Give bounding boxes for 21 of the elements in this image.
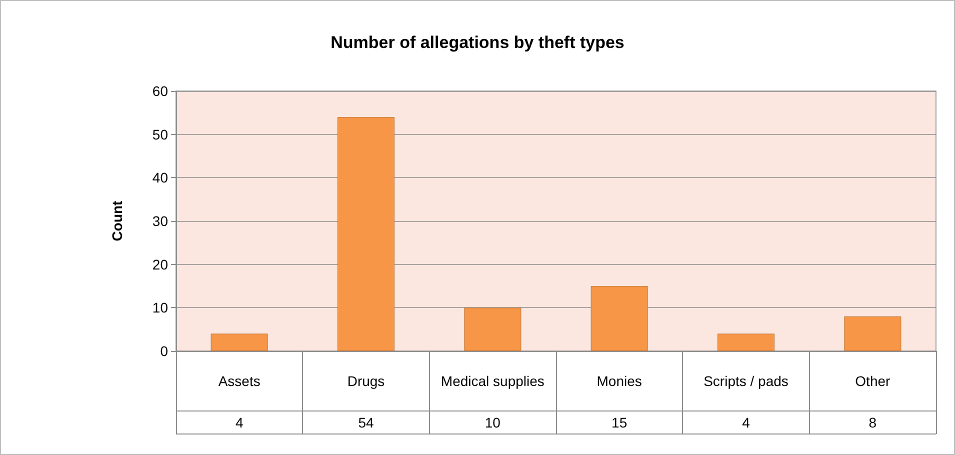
x-tick-label: Assets	[218, 373, 260, 389]
data-label: 4	[742, 414, 750, 430]
y-tick-label: 30	[152, 213, 168, 229]
y-tick-label: 40	[152, 170, 168, 186]
chart-title: Number of allegations by theft types	[330, 33, 624, 52]
y-axis-title: Count	[109, 200, 125, 242]
x-tick-label: Scripts / pads	[704, 373, 788, 389]
x-tick-label: Medical supplies	[440, 373, 544, 389]
y-tick-label: 20	[152, 256, 168, 272]
y-tick-label: 50	[152, 126, 168, 142]
y-tick-label: 0	[160, 343, 168, 359]
y-tick-label: 10	[152, 300, 168, 316]
data-label: 54	[358, 414, 374, 430]
data-label: 4	[235, 414, 244, 430]
y-tick-label: 60	[152, 83, 168, 99]
data-label: 8	[868, 414, 877, 430]
data-label: 10	[484, 414, 501, 430]
x-tick-label: Monies	[596, 373, 642, 389]
data-label: 15	[612, 414, 628, 430]
x-tick-label: Other	[855, 373, 891, 389]
x-tick-label: Drugs	[347, 373, 385, 389]
